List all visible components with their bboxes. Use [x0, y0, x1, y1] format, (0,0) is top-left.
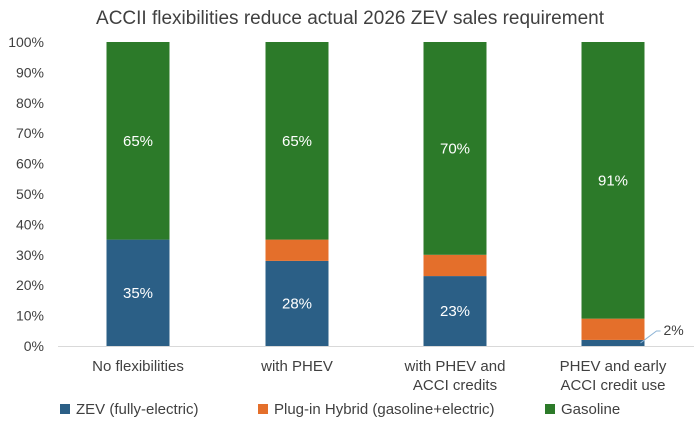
y-tick-label: 0%: [24, 338, 44, 354]
y-tick-label: 100%: [8, 34, 44, 50]
y-tick-label: 10%: [16, 308, 44, 324]
x-axis: No flexibilities with PHEV with PHEV and AC…: [58, 346, 694, 394]
bar-segment-plugin: [265, 239, 329, 261]
legend: ZEV (fully-electric) Plug-in Hybrid (gaso…: [60, 401, 620, 418]
data-label: 70%: [440, 140, 470, 157]
bar-segment-plugin: [581, 318, 645, 340]
legend-swatch: [60, 404, 70, 414]
y-tick-label: 60%: [16, 156, 44, 172]
legend-label: ZEV (fully-electric): [76, 401, 199, 418]
x-category-label: No flexibilities: [92, 358, 184, 375]
leader-line: [640, 330, 661, 344]
data-label: 65%: [123, 133, 153, 150]
bar-segment-gasoline: [423, 42, 487, 255]
bar-segment-zev: [581, 339, 645, 346]
legend-swatch: [258, 404, 268, 414]
x-category-label: with PHEV and: [404, 358, 506, 375]
data-label: 23%: [440, 303, 470, 320]
bar-segment-gasoline: [106, 42, 170, 240]
bar-segment-zev: [265, 260, 329, 346]
y-tick-label: 20%: [16, 277, 44, 293]
x-category-label: with PHEV: [260, 358, 333, 375]
x-category-label: ACCI credit use: [560, 377, 665, 394]
legend-swatch: [545, 404, 555, 414]
y-tick-label: 40%: [16, 216, 44, 232]
y-tick-label: 90%: [16, 64, 44, 80]
bar-segment-plugin: [423, 254, 487, 277]
x-category-label: PHEV and early: [560, 358, 667, 375]
bars: 35% 65% 28% 65% 23% 70% 2% 91%: [106, 42, 684, 346]
bar-segment-gasoline: [581, 42, 645, 319]
bar-segment-zev: [423, 276, 487, 346]
y-tick-label: 30%: [16, 247, 44, 263]
y-axis: 0% 10% 20% 30% 40% 50% 60% 70% 80% 90% 100%: [8, 34, 44, 354]
data-label: 65%: [282, 133, 312, 150]
legend-label: Plug-in Hybrid (gasoline+electric): [274, 401, 495, 418]
data-label: 2%: [664, 322, 684, 338]
bar-segment-gasoline: [265, 42, 329, 240]
y-tick-label: 50%: [16, 186, 44, 202]
legend-label: Gasoline: [561, 401, 620, 418]
y-tick-label: 70%: [16, 125, 44, 141]
x-category-label: ACCI credits: [413, 377, 497, 394]
bar-segment-zev: [106, 239, 170, 346]
y-tick-label: 80%: [16, 95, 44, 111]
chart-title: ACCII flexibilities reduce actual 2026 Z…: [96, 8, 605, 29]
data-label: 28%: [282, 295, 312, 312]
data-label: 91%: [598, 172, 628, 189]
data-label: 35%: [123, 285, 153, 302]
